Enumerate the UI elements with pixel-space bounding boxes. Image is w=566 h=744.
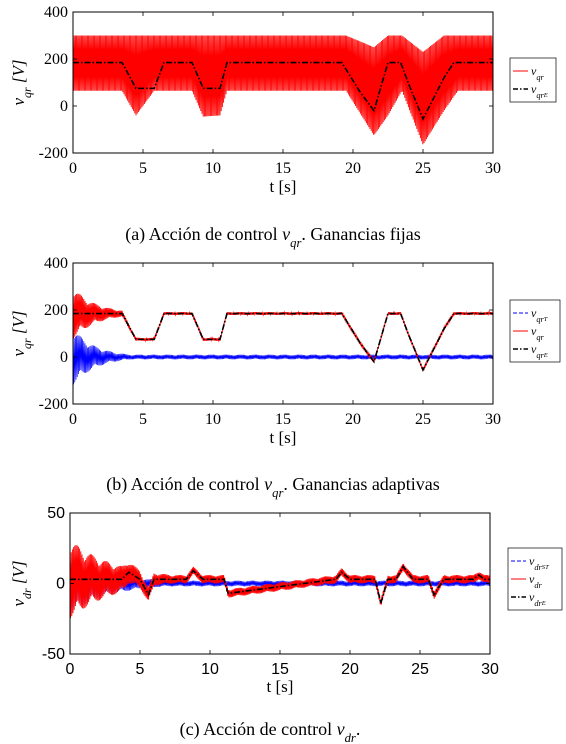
plot-series [70, 545, 490, 619]
y-tick-label: 0 [56, 576, 65, 593]
legend-box [507, 547, 563, 611]
x-tick-label: 5 [139, 411, 147, 428]
y-axis-label: vqr [V] [9, 311, 34, 357]
x-axis-label: t [s] [267, 677, 294, 696]
series-3-line [70, 565, 490, 607]
series-2-line [73, 61, 493, 121]
x-tick-label: 5 [136, 661, 145, 678]
x-tick-label: 10 [201, 661, 219, 678]
x-tick-label: 0 [69, 160, 77, 177]
plot-series [73, 293, 493, 385]
x-tick-label: 30 [485, 160, 501, 177]
y-tick-label: 200 [44, 302, 68, 319]
x-tick-label: 0 [66, 661, 75, 678]
legend-entry-label: vqrE [531, 342, 548, 360]
y-axis-label: vqr [V] [9, 60, 34, 106]
y-tick-label: -200 [39, 396, 68, 413]
x-tick-label: 0 [69, 411, 77, 428]
legend-entry-label: vqrE [531, 82, 548, 100]
panel-caption: (b) Acción de control vqr. Ganancias ada… [106, 474, 440, 500]
x-tick-label: 10 [205, 411, 221, 428]
series-1-trace [73, 335, 493, 385]
series-1-trace [73, 35, 493, 145]
x-tick-label: 30 [485, 411, 501, 428]
y-tick-label: 400 [44, 255, 68, 272]
legend-entry-label: vqr [531, 64, 545, 82]
panel-caption: (c) Acción de control vdr. [180, 719, 361, 744]
x-tick-label: 10 [205, 160, 221, 177]
panel-caption: (a) Acción de control vqr. Ganancias fij… [125, 224, 421, 250]
legend-entry-label: vqrT [531, 306, 549, 324]
x-tick-label: 25 [415, 411, 431, 428]
x-tick-label: 20 [345, 411, 361, 428]
y-tick-label: 50 [47, 505, 65, 522]
y-tick-label: -50 [42, 646, 65, 663]
legend-entry-label: vqr [531, 324, 545, 342]
plot-series [73, 35, 493, 145]
x-tick-label: 20 [345, 160, 361, 177]
y-tick-label: 200 [44, 51, 68, 68]
x-tick-label: 15 [271, 661, 289, 678]
y-axis-label: vdr [V] [9, 561, 34, 607]
y-tick-label: 0 [60, 98, 68, 115]
x-tick-label: 25 [411, 661, 429, 678]
legend-box [509, 57, 557, 103]
x-tick-label: 5 [139, 160, 147, 177]
x-axis-label: t [s] [270, 428, 297, 447]
series-2-trace [70, 545, 490, 619]
x-tick-label: 25 [415, 160, 431, 177]
plot-area [73, 263, 493, 404]
y-tick-label: 400 [44, 4, 68, 21]
y-tick-label: -200 [39, 145, 68, 162]
legend-entry-label: vdrST [529, 554, 550, 572]
x-axis-label: t [s] [270, 177, 297, 196]
legend-entry-label: vdr [529, 572, 543, 590]
legend-entry-label: vdrE [529, 590, 546, 608]
x-tick-label: 15 [275, 411, 291, 428]
series-3-line [73, 312, 493, 372]
x-tick-label: 15 [275, 160, 291, 177]
y-tick-label: 0 [60, 349, 68, 366]
x-tick-label: 30 [481, 661, 499, 678]
x-tick-label: 20 [341, 661, 359, 678]
